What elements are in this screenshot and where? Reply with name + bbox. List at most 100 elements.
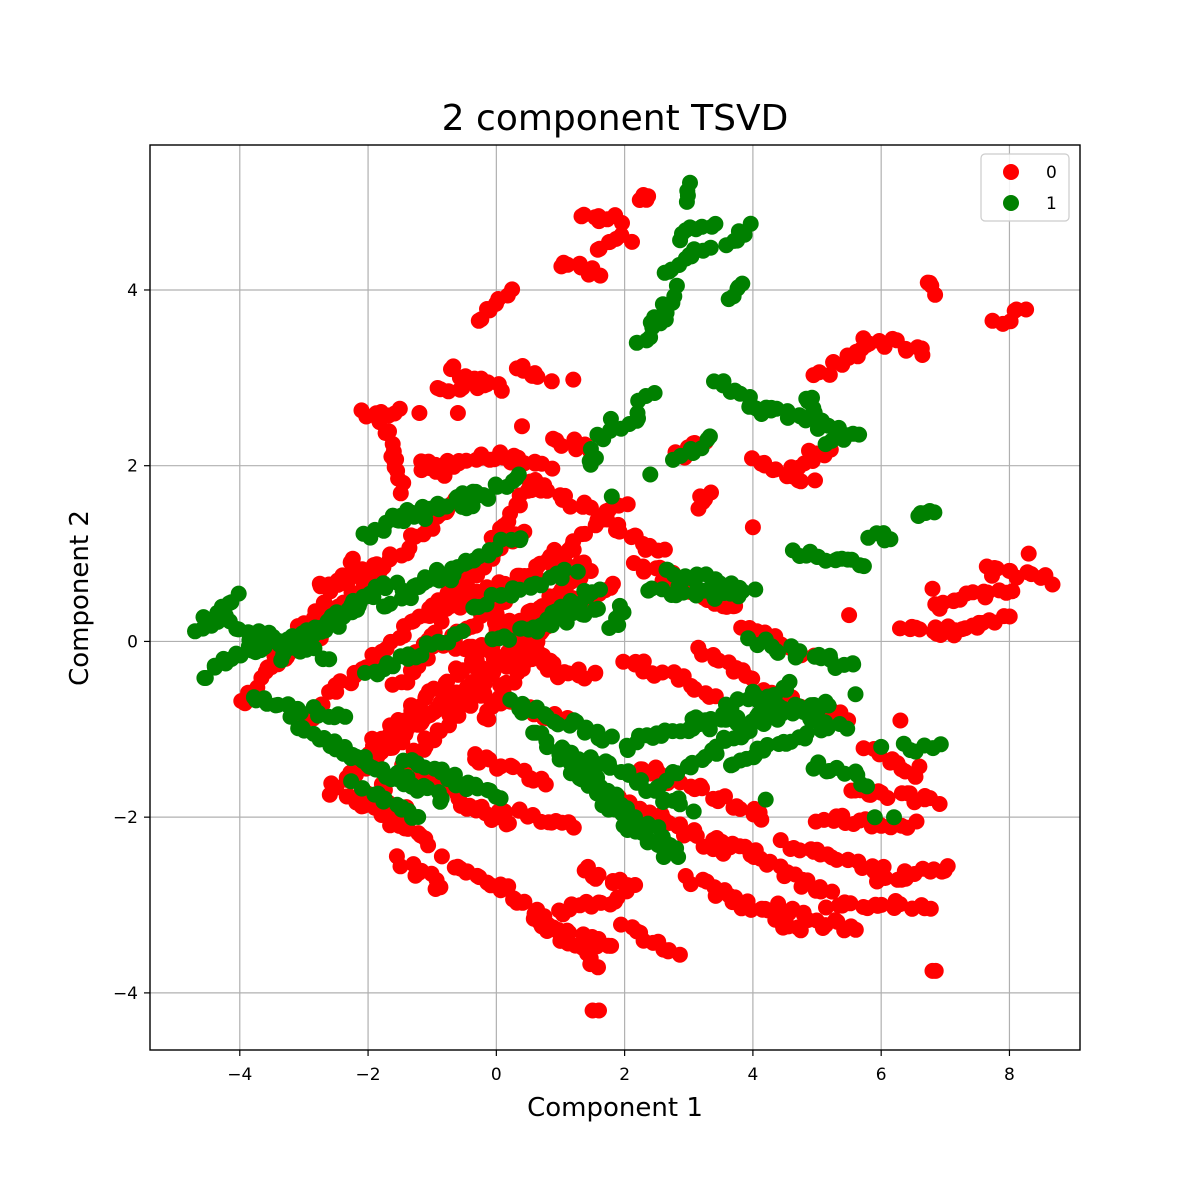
data-point: [433, 790, 450, 807]
data-point: [701, 721, 718, 738]
data-point: [428, 561, 445, 578]
data-point: [1018, 301, 1035, 318]
data-point: [873, 896, 890, 913]
data-point: [344, 550, 361, 567]
data-point: [580, 266, 597, 283]
data-point: [273, 652, 290, 669]
data-point: [675, 584, 692, 601]
data-point: [759, 737, 776, 753]
data-point: [402, 717, 419, 733]
data-point: [908, 813, 925, 830]
data-point: [732, 801, 749, 817]
data-point: [461, 797, 478, 814]
data-point: [646, 385, 663, 401]
legend-label-series-1: 1: [1046, 194, 1057, 214]
data-point: [924, 580, 941, 597]
data-point: [569, 563, 586, 580]
data-point: [851, 426, 868, 443]
y-tick-label: 2: [127, 457, 138, 477]
data-point: [682, 876, 699, 893]
data-point: [927, 286, 944, 303]
data-point: [844, 655, 861, 672]
data-point: [757, 791, 774, 808]
data-point: [932, 736, 949, 753]
data-point: [847, 686, 864, 703]
data-point: [410, 809, 427, 825]
data-point: [589, 600, 606, 617]
data-point: [589, 426, 606, 443]
data-point: [823, 432, 840, 449]
data-point: [500, 815, 517, 832]
data-point: [256, 639, 273, 656]
data-point: [624, 233, 640, 250]
data-point: [694, 780, 710, 797]
data-point: [501, 631, 517, 648]
data-point: [473, 798, 490, 815]
data-point: [603, 728, 620, 745]
data-point: [911, 621, 928, 638]
data-point: [230, 585, 247, 602]
data-point: [744, 519, 761, 536]
data-point: [592, 581, 608, 598]
data-point: [602, 422, 619, 439]
data-point: [842, 895, 859, 912]
data-point: [553, 437, 570, 454]
data-point: [668, 277, 685, 294]
data-point: [504, 281, 521, 298]
data-point: [702, 239, 719, 256]
data-point: [368, 558, 385, 574]
data-point: [559, 256, 576, 273]
data-point: [886, 809, 902, 826]
data-point: [514, 418, 530, 435]
data-point: [818, 899, 834, 916]
data-point: [855, 558, 872, 575]
data-point: [470, 312, 487, 329]
data-point: [228, 645, 245, 662]
data-point: [590, 959, 606, 976]
data-point: [250, 623, 267, 640]
axis-ticks: −4 −2 0 2 4 6 8 −4 −2 0 2 4: [113, 281, 1015, 1085]
data-point: [694, 646, 710, 663]
data-point: [834, 807, 851, 824]
data-point: [839, 720, 856, 737]
plot-frame: [149, 144, 1081, 1051]
data-point: [747, 581, 764, 598]
data-point: [611, 597, 628, 614]
data-point: [452, 381, 468, 398]
data-point: [543, 373, 560, 390]
data-point: [939, 858, 956, 875]
data-point: [682, 759, 699, 776]
data-point: [577, 525, 593, 542]
data-point: [561, 924, 578, 941]
data-point: [539, 482, 556, 499]
data-point: [859, 778, 875, 795]
data-point: [510, 466, 527, 483]
data-point: [590, 866, 607, 883]
data-point: [529, 368, 546, 385]
data-point: [479, 376, 495, 393]
data-point: [979, 584, 996, 601]
data-point: [619, 496, 636, 513]
data-point: [820, 697, 837, 714]
legend-marker-series-1: [1003, 195, 1019, 211]
data-point: [642, 466, 659, 483]
data-point: [502, 757, 519, 774]
data-point: [744, 670, 761, 687]
y-tick-label: −2: [113, 808, 138, 828]
data-point: [512, 532, 528, 549]
legend-marker-series-0: [1003, 164, 1019, 180]
data-point: [382, 740, 399, 756]
data-point: [282, 708, 299, 725]
data-point: [792, 473, 809, 490]
data-point: [495, 878, 512, 895]
data-point: [807, 472, 823, 489]
x-tick-label: 8: [1004, 1065, 1015, 1085]
y-tick-label: 4: [127, 281, 138, 301]
data-point: [812, 883, 829, 900]
data-point: [565, 819, 582, 836]
y-tick-label: −4: [113, 984, 138, 1004]
data-point: [655, 849, 672, 865]
data-point: [627, 809, 643, 826]
data-point: [729, 709, 746, 726]
data-point: [523, 651, 540, 668]
